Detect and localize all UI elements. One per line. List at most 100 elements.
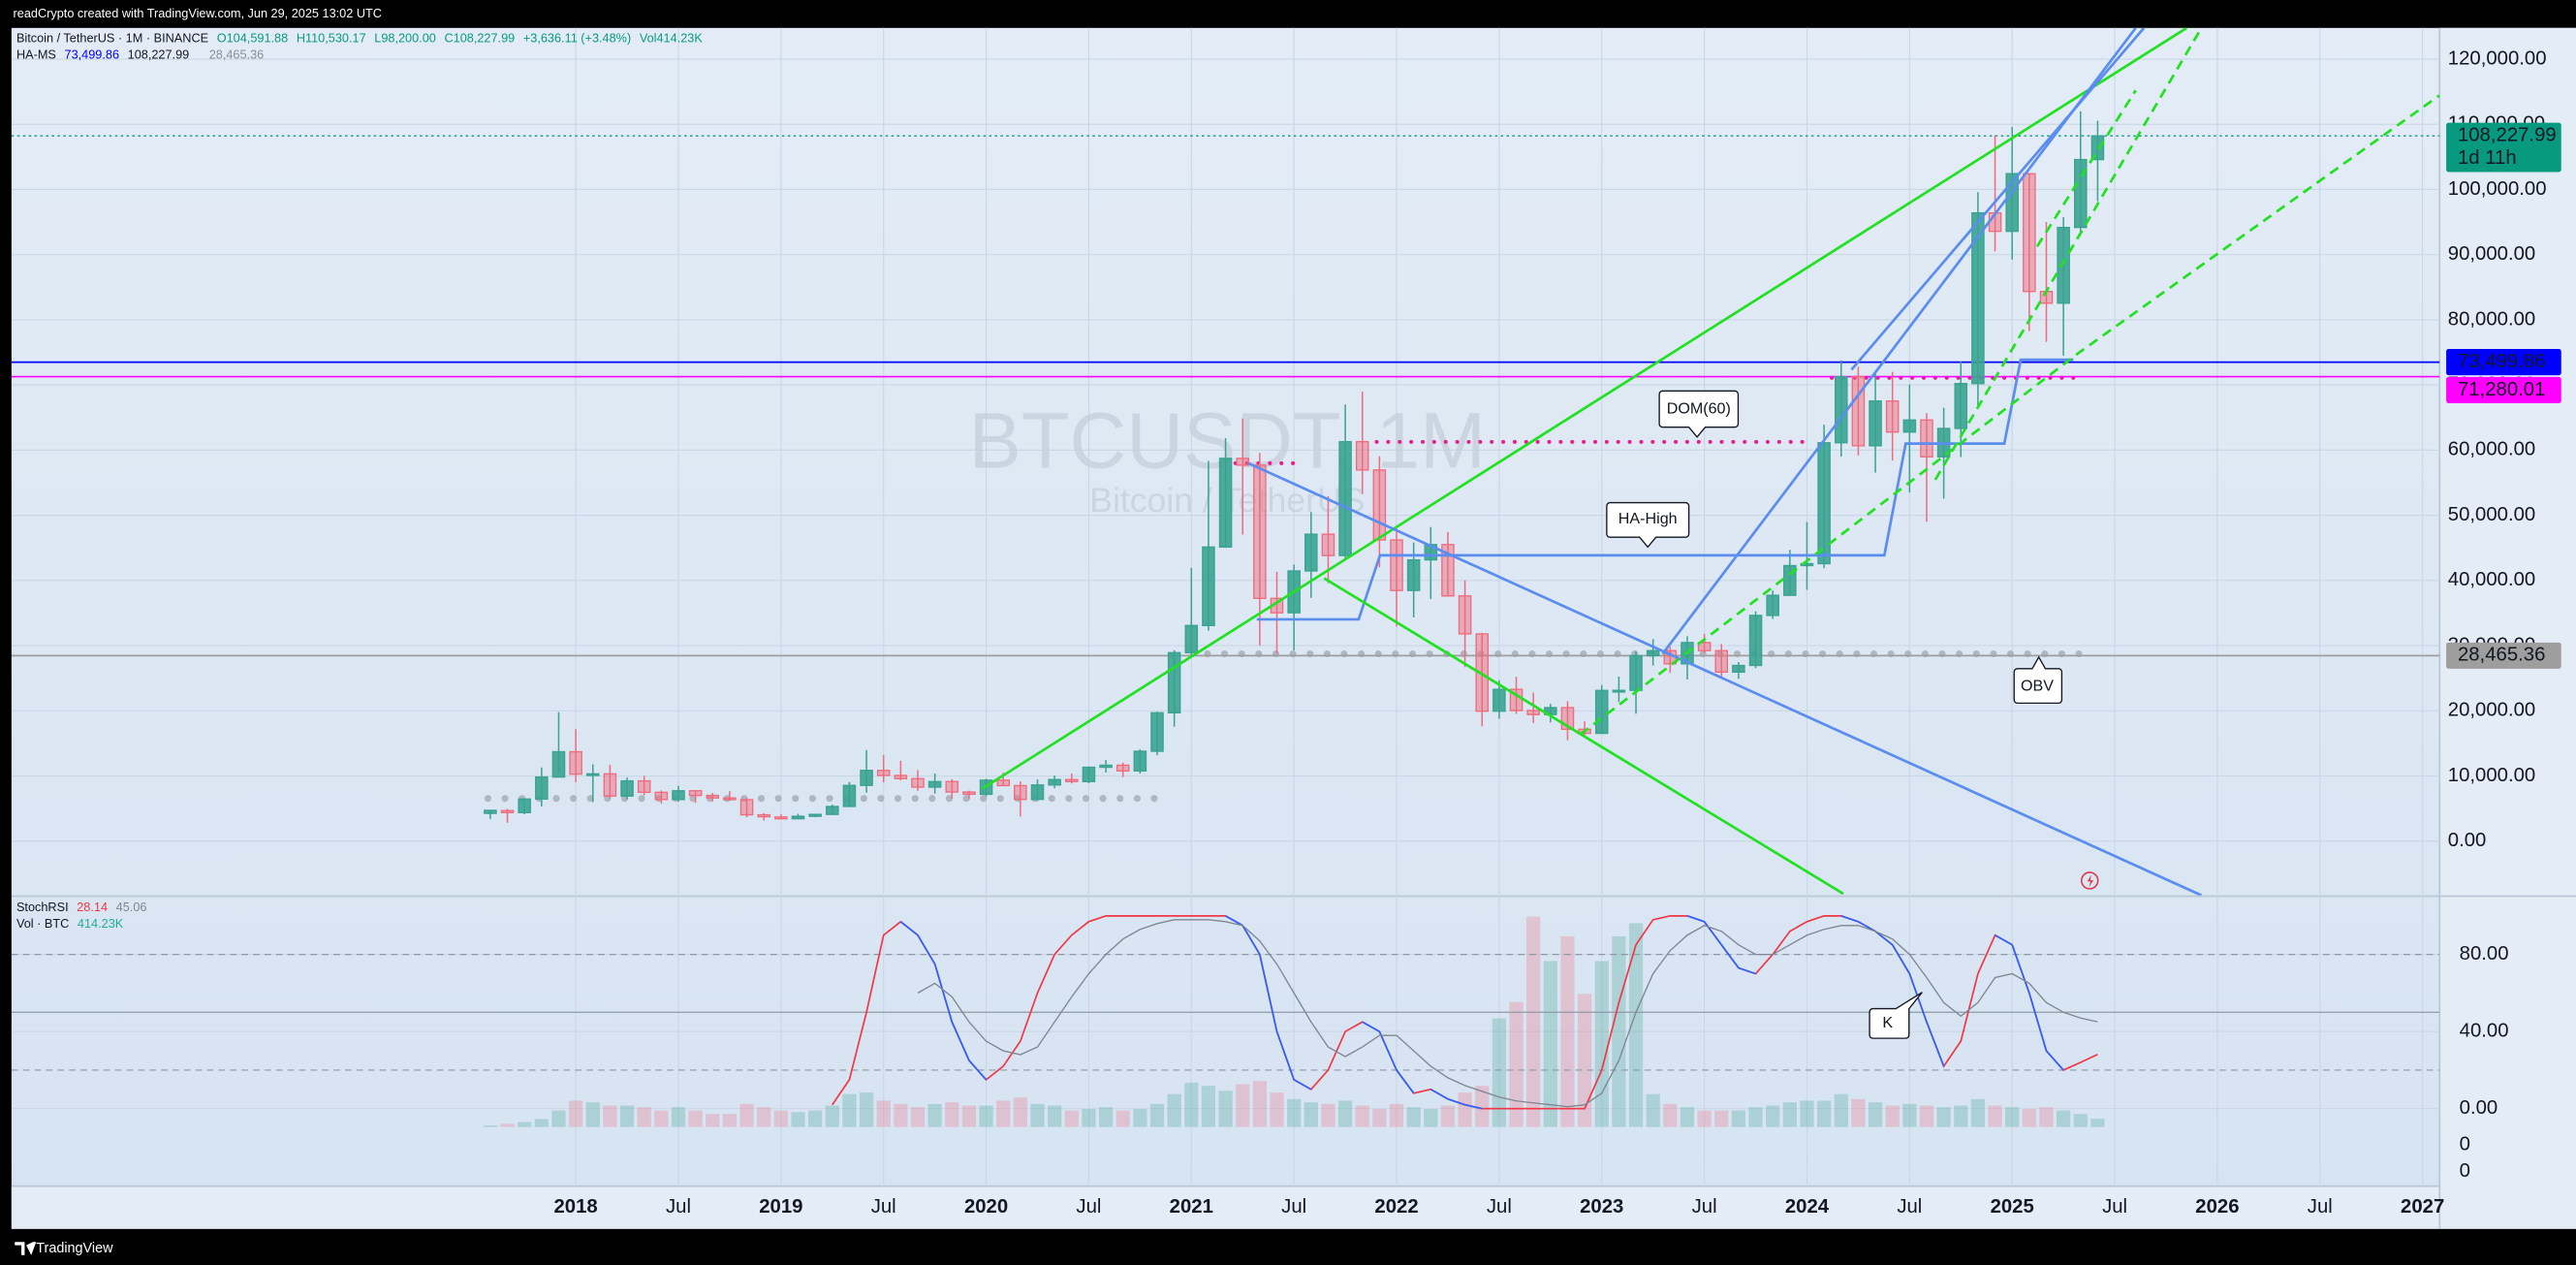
volume-bar [1936,1107,1951,1127]
volume-bar [791,1112,805,1127]
volume-bar [1236,1084,1250,1127]
price-badge-label: 73,499.86 [2458,351,2545,372]
alert-icon[interactable] [2080,871,2099,890]
volume-bars [483,916,2105,1127]
price-badge [2446,376,2561,403]
y-tick-label: 60,000.00 [2448,439,2535,460]
x-tick-label: Jul [1076,1196,1101,1218]
indicator-dot [1268,460,1272,465]
stoch-falling-segment [1447,1097,1465,1106]
indicator-name: HA-MS [16,47,56,62]
indicator-dot [792,795,800,803]
stoch-falling-segment [1293,1079,1312,1091]
stoch-falling-segment [1464,1103,1483,1110]
price-axis-background [2439,27,2576,1229]
volume-bar [1030,1103,1045,1127]
indicator-dot [1398,439,1402,444]
candle-body [774,816,788,820]
indicator-dot [1374,439,1379,444]
drawings [981,27,2440,896]
indicator-value: 28,465.36 [209,47,265,62]
y-tick-label: 90,000.00 [2448,243,2535,265]
volume-bar [739,1103,754,1127]
volume-bar [927,1103,942,1127]
time-axis-background [11,1186,2440,1229]
symbol-legend: Bitcoin / TetherUS · 1M · BINANCE O104,5… [16,31,703,46]
volume-bar [619,1105,635,1127]
y-tick-label: 80.00 [2460,943,2509,965]
indicator-dot [774,795,782,803]
volume-bar [500,1123,515,1127]
volume-bar [1680,1107,1695,1127]
callout-text: OBV [2021,678,2054,695]
ohlc-low: L98,200.00 [374,31,436,46]
volume-bar [654,1110,669,1127]
indicator-dot [1099,795,1107,803]
callout-text: DOM(60) [1667,399,1731,417]
price-badge-label: 108,227.99 [2458,125,2557,146]
volume-bar [1628,923,1644,1127]
stoch-falling-segment [1995,933,2013,946]
indicator-dot [1150,795,1158,803]
volume-bar [1424,1109,1438,1127]
candle-body [2090,135,2105,161]
trend-line [1850,27,2146,371]
x-tick-label: Jul [871,1196,896,1218]
volume-bar [1287,1098,1302,1127]
stoch-falling-segment [1874,931,1894,946]
stoch-falling-segment [1840,915,1859,923]
candle-body [1612,689,1626,693]
stoch-falling-segment [1738,966,1756,975]
volume-bar [1064,1110,1079,1127]
indicator-dot [1291,460,1296,465]
volume-bar [1731,1110,1746,1127]
candle-body [551,750,566,778]
volume-bar [1714,1110,1729,1127]
volume-bar [1098,1107,1114,1127]
indicator-dot [1765,439,1771,444]
candle-body [1800,562,1814,567]
stoch-falling-segment [951,1021,970,1061]
volume-bar [1902,1103,1917,1127]
stoch-title: StochRSI [16,901,69,915]
price-badge [2446,642,2561,669]
volume-bar [1970,1098,1986,1127]
volume-bar [1782,1102,1797,1127]
stoch-falling-segment [1720,944,1740,969]
volume-bar [1321,1103,1335,1127]
ohlc-volume: Vol414.23K [640,31,704,46]
candle-body [1065,778,1079,782]
volume-bar [1406,1107,1421,1127]
attribution: readCrypto created with TradingView.com,… [14,6,382,20]
y-tick-label: 50,000.00 [2448,504,2535,525]
volume-bar [1149,1103,1165,1127]
indicator-dot [1708,439,1712,444]
volume-bar [961,1105,977,1127]
candle-body [757,813,770,818]
volume-bar [1048,1105,1062,1127]
volume-bar [688,1110,703,1127]
indicator-dot [1788,439,1793,444]
candle-body [825,806,839,815]
candle-body [808,813,822,817]
callout-text: K [1882,1014,1893,1031]
indicator-dot [962,795,970,803]
volume-legend: Vol · BTC 414.23K [16,917,124,932]
indicator-dot [1776,439,1781,444]
y-tick-label: 10,000.00 [2448,765,2535,786]
indicator-dot [1386,439,1391,444]
candle-body [876,770,891,776]
volume-bar [603,1105,617,1127]
stoch-falling-segment [2028,993,2048,1052]
volume-bar [568,1100,583,1127]
candle-body [1338,440,1352,556]
volume-bar [1458,1092,1472,1127]
volume-bar [1748,1107,1763,1127]
price-badge-label: 71,280.01 [2458,379,2545,400]
callout-box [1869,992,1923,1039]
callout-box [1606,501,1690,549]
candle-body [1458,595,1472,635]
volume-bar [1184,1082,1199,1127]
ha-ms-step [1256,358,2074,621]
stoch-falling-segment [917,934,936,965]
